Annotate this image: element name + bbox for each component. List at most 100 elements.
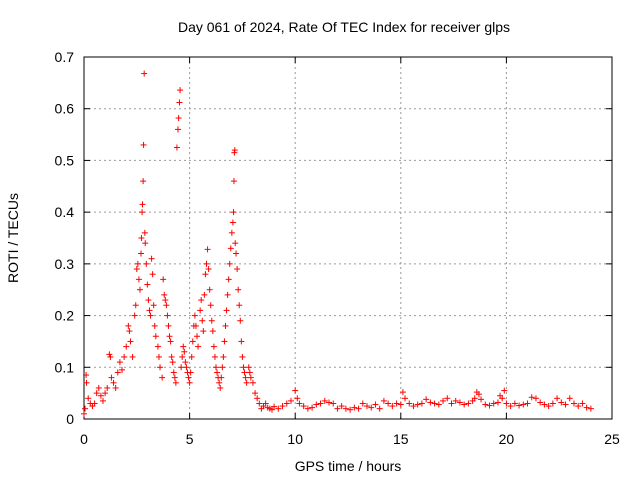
y-tick-label: 0.2 <box>55 308 75 324</box>
data-point <box>138 235 145 241</box>
data-point <box>140 141 147 148</box>
data-point <box>461 401 468 408</box>
data-point <box>246 369 253 376</box>
data-point <box>125 322 132 329</box>
data-point <box>223 307 230 314</box>
data-point <box>176 99 183 106</box>
data-point <box>229 219 236 226</box>
data-point <box>228 229 235 236</box>
data-point <box>427 399 434 406</box>
data-point <box>182 359 189 366</box>
data-point <box>147 312 154 319</box>
x-tick-label: 25 <box>604 431 620 447</box>
data-point <box>189 338 196 345</box>
y-tick-label: 0 <box>66 411 74 427</box>
data-point <box>175 115 182 122</box>
data-point <box>342 405 349 412</box>
data-point <box>435 401 442 408</box>
x-tick-label: 10 <box>287 431 303 447</box>
x-tick-label: 0 <box>80 431 88 447</box>
data-point <box>465 400 472 407</box>
data-point <box>380 397 387 404</box>
data-point <box>245 364 252 371</box>
data-point <box>191 312 198 319</box>
data-point <box>171 374 178 381</box>
data-point <box>134 260 141 267</box>
data-point <box>102 390 109 397</box>
data-point <box>313 401 320 408</box>
data-point <box>330 400 337 407</box>
data-point <box>334 405 341 412</box>
data-point <box>227 245 234 252</box>
data-point <box>174 126 181 133</box>
data-point <box>304 405 311 412</box>
data-point <box>181 348 188 355</box>
data-point <box>243 379 250 386</box>
data-point <box>231 147 238 154</box>
data-point <box>364 403 371 410</box>
data-point <box>168 353 175 360</box>
data-point <box>97 392 104 399</box>
data-point <box>418 400 425 407</box>
data-point <box>256 400 263 407</box>
data-point <box>562 401 569 408</box>
data-point <box>205 266 212 273</box>
data-point <box>177 87 184 94</box>
data-point <box>482 401 489 408</box>
data-point <box>160 276 167 283</box>
data-point <box>209 328 216 335</box>
data-point <box>163 302 170 309</box>
data-point <box>217 384 224 391</box>
y-axis-label: ROTI / TECUs <box>5 193 21 283</box>
data-point <box>242 374 249 381</box>
plot-frame <box>83 56 613 420</box>
data-point <box>247 374 254 381</box>
data-point <box>222 322 229 329</box>
data-point <box>133 266 140 273</box>
x-tick-label: 15 <box>393 431 409 447</box>
data-point <box>230 209 237 216</box>
data-point <box>321 397 328 404</box>
gridlines <box>84 57 612 419</box>
data-point <box>325 399 332 406</box>
data-point <box>355 405 362 412</box>
data-point <box>149 271 156 278</box>
data-point <box>359 400 366 407</box>
data-point <box>558 399 565 406</box>
data-point <box>423 396 430 403</box>
data-point <box>170 369 177 376</box>
data-point <box>172 379 179 386</box>
data-point <box>129 353 136 360</box>
data-point <box>262 400 269 407</box>
data-point <box>249 379 256 386</box>
data-point <box>151 322 158 329</box>
data-point <box>112 384 119 391</box>
data-point <box>126 328 133 335</box>
data-point <box>414 401 421 408</box>
data-point <box>152 333 159 340</box>
data-point <box>237 317 244 324</box>
data-point <box>511 400 518 407</box>
data-point <box>537 399 544 406</box>
data-point <box>268 406 275 413</box>
data-points <box>81 70 594 417</box>
data-point <box>583 404 590 411</box>
data-point <box>166 333 173 340</box>
x-axis-label: GPS time / hours <box>295 458 402 474</box>
data-point <box>127 338 134 345</box>
data-point <box>178 364 185 371</box>
data-point <box>107 353 114 360</box>
axis-ticks <box>83 56 613 420</box>
data-point <box>338 403 345 410</box>
data-point <box>169 359 176 366</box>
data-point <box>218 374 225 381</box>
data-point <box>81 410 87 417</box>
data-point <box>570 400 577 407</box>
data-point <box>202 271 209 278</box>
data-point <box>431 400 438 407</box>
data-point <box>490 400 497 407</box>
data-point <box>179 353 186 360</box>
data-point <box>159 374 166 381</box>
data-point <box>119 366 126 373</box>
data-point <box>393 400 400 407</box>
